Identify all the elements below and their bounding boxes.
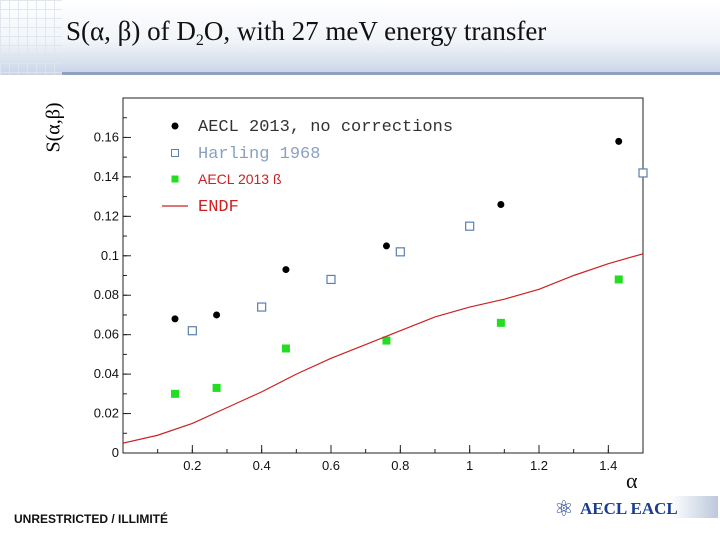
y-tick-label: 0.06	[94, 327, 119, 342]
legend-label: AECL 2013, no corrections	[198, 118, 453, 137]
x-tick-label: 1.4	[599, 458, 617, 473]
aecl-point	[212, 383, 221, 392]
y-tick-label: 0.04	[94, 366, 119, 381]
legend-marker	[171, 175, 179, 183]
atom-icon: ⚛	[554, 496, 574, 521]
banner-grid-decoration	[0, 0, 62, 75]
y-tick-label: 0.02	[94, 406, 119, 421]
y-tick-label: 0.14	[94, 169, 119, 184]
chart-legend: AECL 2013, no corrections Harling 1968 AEC…	[162, 118, 453, 217]
x-tick-label: 0.6	[322, 458, 340, 473]
harling-point	[638, 168, 648, 178]
x-axis-label: α	[626, 468, 638, 493]
y-tick-label: 0	[112, 445, 119, 460]
logo-bar-decoration	[670, 496, 718, 518]
y-tick-label: 0.1	[101, 248, 119, 263]
x-tick-label: 0.2	[183, 458, 201, 473]
logo-text: AECL EACL	[580, 499, 678, 518]
harling-point	[395, 247, 405, 257]
aecl-nocorr-point	[282, 266, 290, 274]
legend-marker	[171, 149, 179, 157]
y-tick-label: 0.16	[94, 129, 119, 144]
harling-point	[187, 326, 197, 336]
legend-label: ENDF	[198, 198, 239, 217]
x-tick-label: 0.8	[391, 458, 409, 473]
y-tick-label: 0.08	[94, 287, 119, 302]
x-tick-label: 1	[466, 458, 473, 473]
chart-series	[122, 137, 648, 444]
endf-line	[122, 253, 644, 444]
aecl-point	[614, 275, 623, 284]
aecl-nocorr-point	[382, 242, 390, 250]
aecl-point	[281, 344, 290, 353]
legend-label: Harling 1968	[198, 145, 320, 164]
harling-point	[465, 221, 475, 231]
harling-point	[257, 302, 267, 312]
aecl-nocorr-point	[615, 137, 623, 145]
aecl-point	[171, 389, 179, 398]
harling-point	[326, 274, 336, 285]
aecl-logo: ⚛ AECL EACL	[550, 494, 720, 524]
y-tick-label: 0.12	[94, 208, 119, 223]
x-tick-label: 1.2	[530, 458, 548, 473]
aecl-nocorr-point	[171, 315, 179, 323]
x-tick-label: 0.4	[253, 458, 271, 473]
banner-divider	[62, 72, 720, 75]
title-banner	[0, 0, 720, 75]
aecl-point	[382, 336, 391, 345]
classification-footer: UNRESTRICTED / ILLIMITÉ	[14, 512, 168, 526]
axis-ticks: 0.2 0.4 0.6 0.8 1 1.2 1.4 0 0.02 0.04 0.06 0.08 0.1 0…	[94, 117, 617, 473]
aecl-point	[496, 318, 505, 327]
aecl-nocorr-point	[213, 311, 221, 319]
aecl-nocorr-point	[497, 201, 505, 208]
page-title: S(α, β) of D2O, with 27 meV energy trans…	[66, 16, 547, 49]
legend-label: AECL 2013 ß	[198, 171, 282, 187]
legend-marker	[171, 122, 179, 130]
